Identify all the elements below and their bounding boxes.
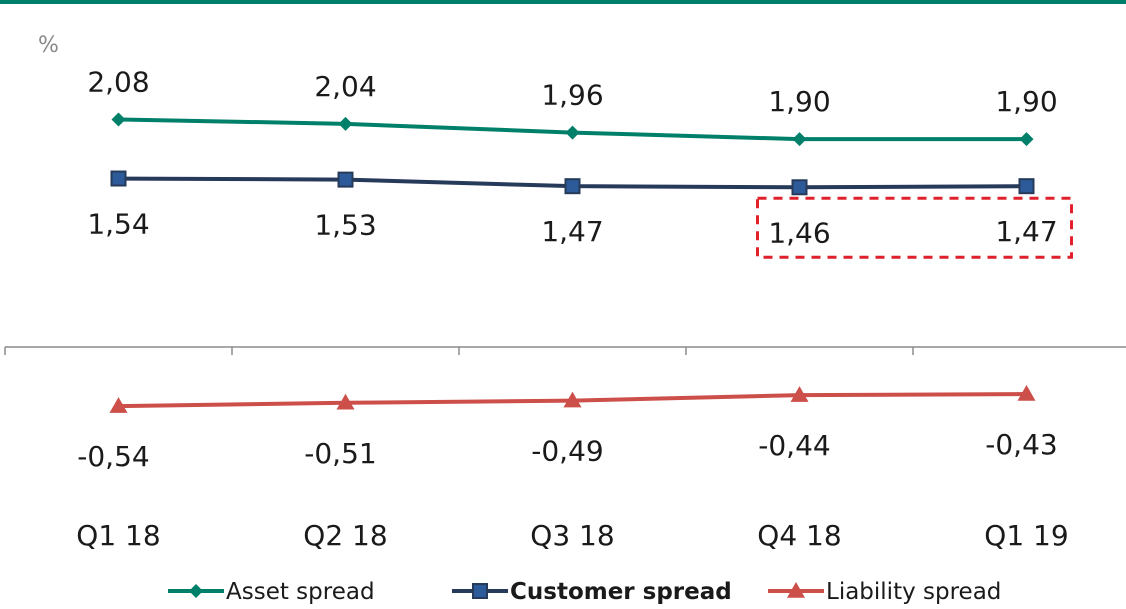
data-label: 1,90 bbox=[768, 85, 830, 118]
x-axis bbox=[5, 347, 1126, 355]
data-label: 1,53 bbox=[314, 209, 376, 242]
category-labels: Q1 18 Q2 18 Q3 18 Q4 18 Q1 19 bbox=[76, 519, 1068, 552]
data-label: 2,08 bbox=[87, 65, 149, 98]
series-liability-spread bbox=[110, 385, 1036, 413]
data-point bbox=[566, 179, 580, 193]
category-label: Q1 19 bbox=[984, 519, 1068, 552]
data-point bbox=[1020, 179, 1034, 193]
category-label: Q2 18 bbox=[303, 519, 387, 552]
data-label: 1,54 bbox=[87, 208, 149, 241]
data-point bbox=[339, 117, 353, 131]
legend: Asset spread Customer spread Liability spr… bbox=[168, 579, 1001, 605]
data-label: -0,51 bbox=[304, 437, 376, 470]
legend-swatch-marker bbox=[189, 584, 203, 598]
data-label: 2,04 bbox=[314, 70, 376, 103]
data-point bbox=[793, 132, 807, 146]
category-label: Q3 18 bbox=[530, 519, 614, 552]
top-rule bbox=[0, 0, 1126, 4]
data-point bbox=[566, 126, 580, 140]
data-label: 1,46 bbox=[768, 216, 830, 249]
legend-item: Asset spread bbox=[168, 579, 375, 605]
series-asset-spread bbox=[112, 112, 1034, 146]
data-label: -0,43 bbox=[985, 428, 1057, 461]
legend-item: Liability spread bbox=[768, 579, 1001, 605]
data-label: -0,54 bbox=[77, 440, 149, 473]
legend-swatch-marker bbox=[473, 584, 487, 598]
legend-label: Customer spread bbox=[510, 579, 732, 605]
data-point bbox=[112, 112, 126, 126]
data-point bbox=[112, 172, 126, 186]
data-label: 1,96 bbox=[541, 79, 603, 112]
category-label: Q1 18 bbox=[76, 519, 160, 552]
data-label: 1,90 bbox=[995, 85, 1057, 118]
data-label: 1,47 bbox=[995, 215, 1057, 248]
data-label: 1,47 bbox=[541, 215, 603, 248]
data-labels: 2,08 2,04 1,96 1,90 1,90 1,54 1,53 1,47 1,46 1,47… bbox=[77, 65, 1057, 473]
data-point bbox=[339, 173, 353, 187]
unit-label: % bbox=[38, 33, 59, 58]
legend-item: Customer spread bbox=[452, 579, 732, 605]
category-label: Q4 18 bbox=[757, 519, 841, 552]
legend-label: Liability spread bbox=[826, 579, 1001, 605]
data-point bbox=[793, 180, 807, 194]
series-group bbox=[110, 112, 1036, 412]
data-label: -0,49 bbox=[531, 435, 603, 468]
series-customer-spread bbox=[112, 172, 1034, 195]
data-label: -0,44 bbox=[758, 429, 830, 462]
data-point bbox=[1020, 132, 1034, 146]
legend-label: Asset spread bbox=[226, 579, 375, 605]
